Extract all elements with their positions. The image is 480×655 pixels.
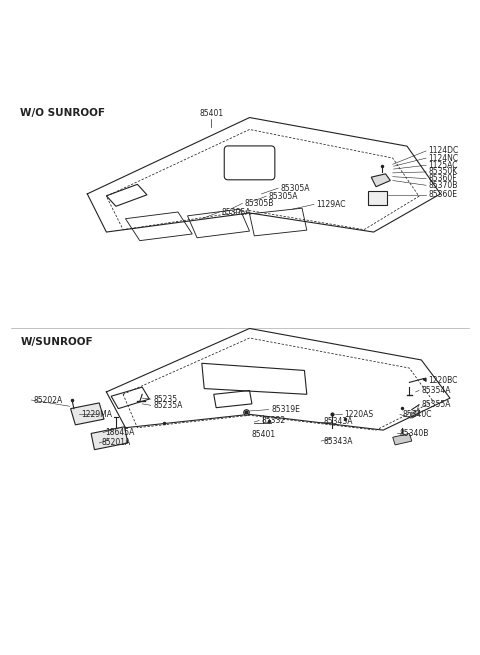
Text: 1229MA: 1229MA: [82, 410, 113, 419]
Text: 1124DC: 1124DC: [429, 147, 459, 155]
FancyBboxPatch shape: [224, 146, 275, 180]
Text: 85305B: 85305B: [245, 199, 274, 208]
Text: 85305A: 85305A: [269, 192, 298, 201]
Text: W/O SUNROOF: W/O SUNROOF: [21, 108, 106, 118]
Text: 85202A: 85202A: [34, 396, 63, 405]
Text: 85360F: 85360F: [429, 174, 457, 183]
Text: 85340C: 85340C: [402, 410, 432, 419]
Polygon shape: [71, 403, 104, 425]
Text: W/SUNROOF: W/SUNROOF: [21, 337, 93, 347]
Text: 1124NC: 1124NC: [429, 153, 458, 162]
Text: 85401: 85401: [252, 430, 276, 439]
Text: 1220BC: 1220BC: [429, 377, 458, 385]
Text: 1220AS: 1220AS: [344, 410, 373, 419]
Text: 85235: 85235: [153, 394, 177, 403]
Text: 85343A: 85343A: [324, 417, 353, 426]
Text: 85235A: 85235A: [153, 401, 182, 410]
Text: 85350K: 85350K: [429, 168, 458, 176]
Text: 85340B: 85340B: [400, 429, 429, 438]
Polygon shape: [393, 434, 412, 445]
Text: 85332: 85332: [262, 416, 286, 425]
Text: 85355A: 85355A: [421, 400, 451, 409]
Text: 85201A: 85201A: [102, 438, 131, 447]
Text: 85319E: 85319E: [271, 405, 300, 414]
Text: 85305A: 85305A: [281, 183, 310, 193]
Text: 85305A: 85305A: [222, 208, 252, 217]
Polygon shape: [412, 409, 419, 418]
Text: 1129AC: 1129AC: [316, 200, 346, 209]
Text: 1125AC: 1125AC: [429, 160, 458, 170]
Polygon shape: [371, 174, 390, 187]
Text: 85401: 85401: [199, 109, 223, 117]
Text: 85360E: 85360E: [429, 191, 457, 199]
FancyBboxPatch shape: [368, 191, 386, 205]
Text: 85343A: 85343A: [324, 437, 353, 445]
Text: 85354A: 85354A: [421, 386, 451, 395]
Text: 18645A: 18645A: [106, 428, 135, 437]
Text: 85370B: 85370B: [429, 181, 458, 190]
Polygon shape: [91, 427, 128, 450]
